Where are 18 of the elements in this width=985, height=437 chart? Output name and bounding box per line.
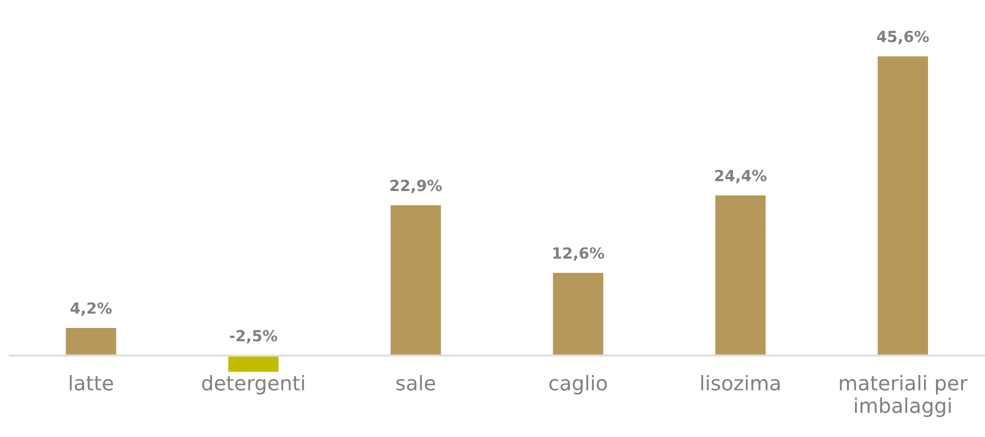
x-tick-label: latte bbox=[70, 374, 114, 391]
bar bbox=[878, 56, 928, 356]
bar bbox=[66, 328, 116, 356]
bar bbox=[552, 272, 604, 356]
data-label: 45,6% bbox=[877, 30, 929, 44]
x-tick-label: caglio bbox=[549, 374, 607, 394]
data-label: 12,6% bbox=[553, 247, 604, 261]
x-tick-label: lisozima bbox=[701, 374, 780, 391]
x-tick-label: detergenti bbox=[202, 374, 304, 394]
x-tick-label: materiali per imbalaggi bbox=[840, 374, 968, 418]
data-label: 22,9% bbox=[390, 180, 442, 194]
data-label: -2,5% bbox=[230, 330, 278, 344]
bar bbox=[715, 195, 766, 356]
bar bbox=[390, 205, 441, 356]
bar bbox=[228, 356, 279, 372]
x-tick-label: sale bbox=[396, 374, 436, 391]
data-label: 4,2% bbox=[70, 302, 112, 316]
data-label: 24,4% bbox=[715, 170, 766, 184]
